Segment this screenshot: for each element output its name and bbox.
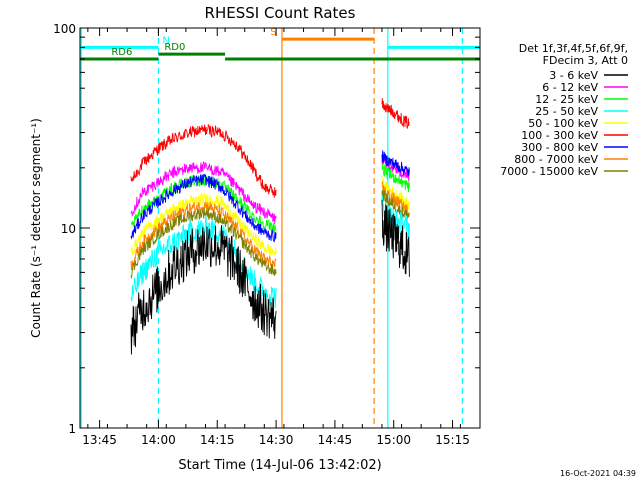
series-trace bbox=[130, 161, 277, 225]
legend-entry-label: 50 - 100 keV bbox=[528, 117, 598, 130]
legend-entry-label: 100 - 300 keV bbox=[521, 129, 598, 142]
y-tick-label: 1 bbox=[68, 422, 76, 436]
x-tick-label: 13:45 bbox=[82, 433, 117, 447]
plot-frame bbox=[79, 27, 481, 429]
legend-header: Det 1f,3f,4f,5f,6f,9f, bbox=[519, 42, 628, 55]
series-100-300-kev bbox=[130, 98, 410, 198]
legend: Det 1f,3f,4f,5f,6f,9f,FDecim 3, Att 0 3 -… bbox=[500, 42, 628, 178]
flag-label-n: N bbox=[162, 35, 169, 46]
legend-entry-label: 25 - 50 keV bbox=[535, 105, 598, 118]
chart-title: RHESSI Count Rates bbox=[205, 4, 356, 22]
x-tick-label: 14:00 bbox=[141, 433, 176, 447]
series-trace bbox=[130, 225, 277, 355]
series-trace bbox=[381, 199, 410, 277]
legend-entry-label: 6 - 12 keV bbox=[542, 81, 598, 94]
x-axis-label: Start Time (14-Jul-06 13:42:02) bbox=[178, 458, 381, 473]
x-tick-label: 15:15 bbox=[435, 433, 470, 447]
y-axis-label: Count Rate (s⁻¹ detector segment⁻¹) bbox=[29, 118, 43, 338]
series-3-6-kev bbox=[130, 199, 410, 355]
x-tick-label: 14:45 bbox=[318, 433, 353, 447]
flag-label-rd0: RD0 bbox=[164, 42, 185, 53]
series-trace bbox=[381, 189, 410, 220]
series-trace bbox=[130, 201, 277, 270]
series-300-800-kev bbox=[130, 150, 410, 243]
x-tick-label: 14:15 bbox=[200, 433, 235, 447]
series-trace bbox=[381, 98, 410, 130]
footer-timestamp: 16-Oct-2021 04:39 bbox=[560, 469, 636, 478]
x-tick-label: 14:30 bbox=[259, 433, 294, 447]
axes: 1 10 100 13:45 14:00 14:15 14:30 14:45 15:00 15:1… bbox=[53, 22, 480, 447]
y-tick-label: 10 bbox=[61, 222, 76, 236]
legend-header: FDecim 3, Att 0 bbox=[543, 54, 628, 67]
series-trace bbox=[381, 150, 410, 177]
series-layer bbox=[130, 98, 410, 355]
flag-label-rd6: RD6 bbox=[111, 47, 132, 58]
series-trace bbox=[130, 207, 277, 280]
series-7000-15000-kev bbox=[130, 189, 410, 280]
x-tick-label: 15:00 bbox=[376, 433, 411, 447]
legend-entry-label: 3 - 6 keV bbox=[549, 69, 598, 82]
series-trace bbox=[381, 161, 410, 193]
legend-entry-label: 800 - 7000 keV bbox=[514, 153, 598, 166]
series-trace bbox=[130, 123, 277, 198]
legend-entry-label: 12 - 25 keV bbox=[535, 93, 598, 106]
series-trace bbox=[130, 173, 277, 243]
legend-entry-label: 7000 - 15000 keV bbox=[500, 165, 598, 178]
series-trace bbox=[130, 215, 277, 309]
legend-entry-label: 300 - 800 keV bbox=[521, 141, 598, 154]
flag-label-s: S bbox=[270, 27, 276, 38]
y-tick-label: 100 bbox=[53, 22, 76, 36]
